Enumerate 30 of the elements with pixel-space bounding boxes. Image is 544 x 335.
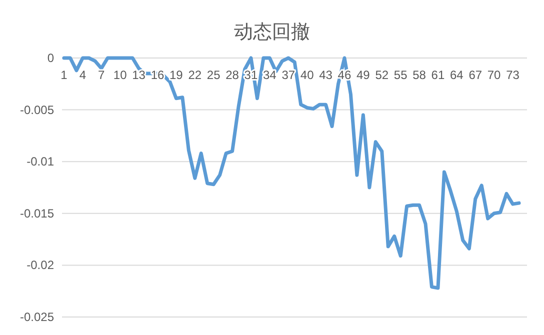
y-tick-label: -0.025	[20, 310, 54, 324]
x-tick-label: 22	[188, 68, 202, 82]
y-tick-label: -0.015	[20, 206, 54, 220]
x-tick-label: 52	[375, 68, 389, 82]
x-tick-label: 55	[394, 68, 408, 82]
x-tick-label: 13	[132, 68, 146, 82]
x-tick-label: 64	[450, 68, 464, 82]
y-tick-label: -0.02	[26, 258, 54, 272]
x-tick-label: 25	[206, 68, 221, 82]
y-tick-label: -0.005	[20, 102, 54, 117]
x-tick-label: 7	[98, 68, 106, 82]
chart-title: 动态回撤	[234, 22, 310, 43]
x-tick-label: 70	[487, 68, 502, 82]
y-tick-label: -0.01	[26, 154, 54, 169]
x-tick-label: 58	[412, 68, 426, 82]
x-tick-label: 4	[79, 68, 86, 82]
x-tick-label: 28	[226, 68, 240, 82]
x-tick-label: 61	[431, 68, 445, 82]
x-tick-label: 19	[170, 68, 184, 82]
x-tick-label: 40	[300, 68, 314, 82]
x-tick-label: 67	[468, 68, 482, 82]
x-tick-label: 43	[319, 68, 333, 82]
x-tick-label: 10	[113, 68, 128, 82]
x-tick-label: 1	[60, 68, 68, 82]
x-tick-label: 73	[506, 68, 520, 82]
x-tick-label: 49	[356, 68, 370, 82]
y-tick-label: 0	[47, 51, 54, 65]
x-tick-label: 37	[282, 68, 296, 82]
line-series	[62, 56, 521, 290]
x-tick-label: 34	[263, 68, 277, 82]
